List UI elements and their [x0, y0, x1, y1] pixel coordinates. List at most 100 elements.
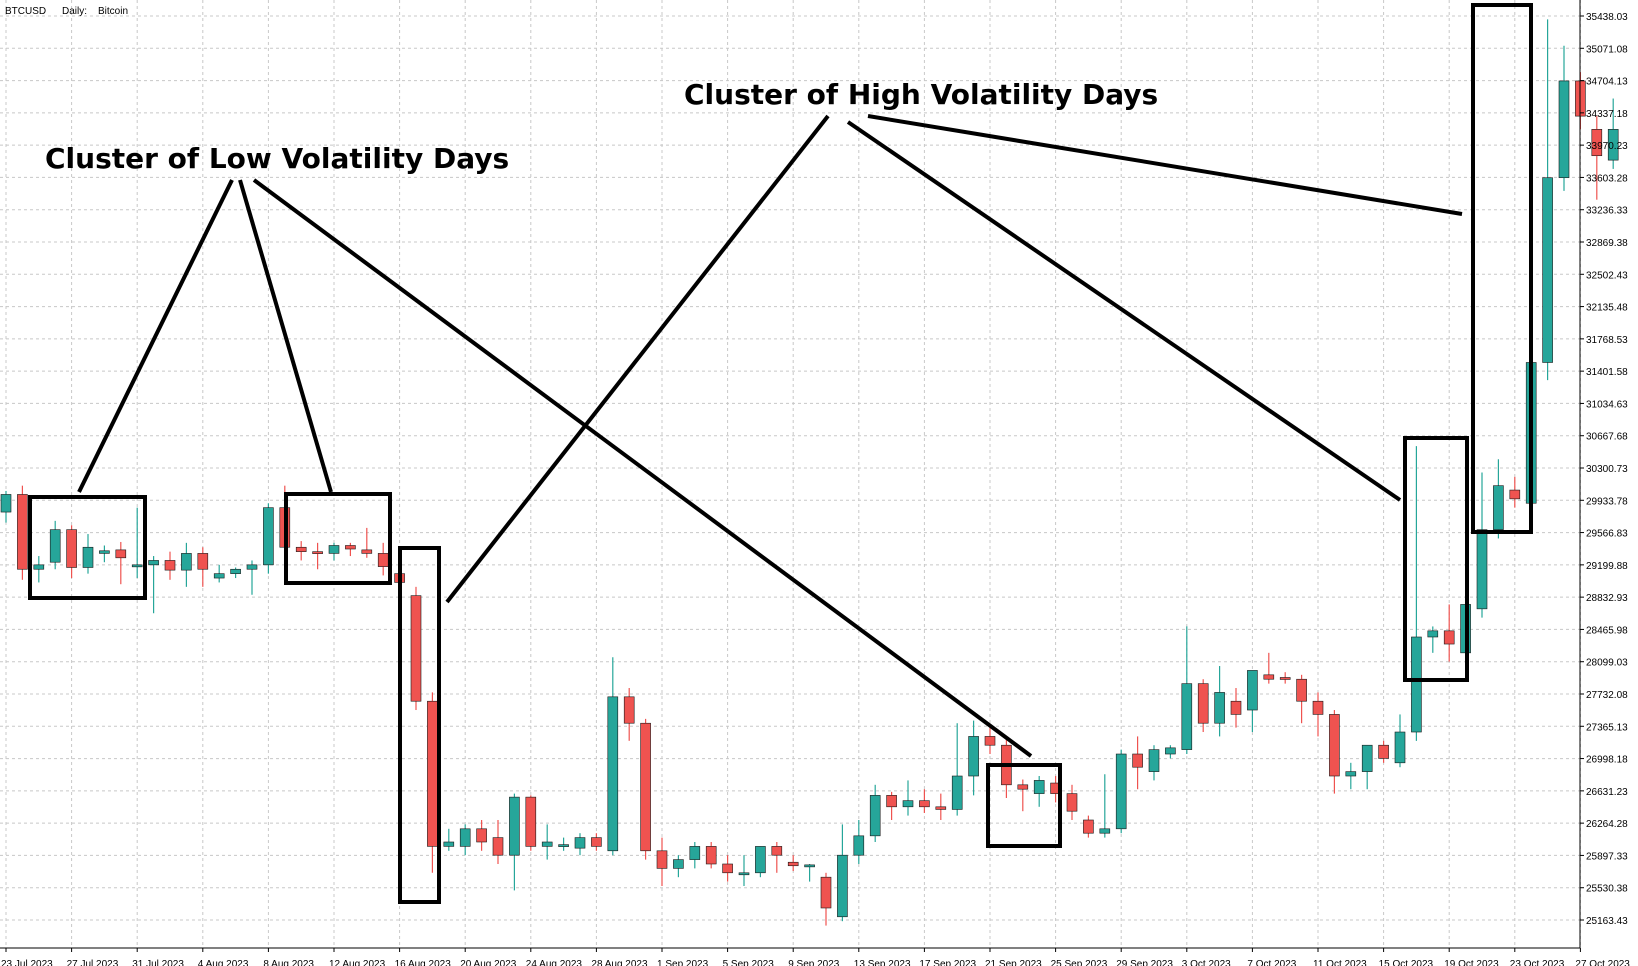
candle-bearish	[640, 718, 651, 860]
candle-bearish	[361, 527, 373, 558]
candle-bullish	[1165, 745, 1176, 759]
candle-bearish	[705, 841, 717, 869]
x-tick-label: 27 Jul 2023	[67, 959, 119, 966]
y-tick-label: 30667.68	[1586, 432, 1628, 443]
y-tick-label: 27365.13	[1586, 722, 1628, 733]
candle-body	[181, 553, 192, 571]
candle-bullish	[1099, 774, 1111, 838]
pointer-high-1	[445, 114, 830, 604]
candle-body	[722, 863, 733, 874]
candle-body	[328, 545, 340, 554]
candle-bearish	[1066, 784, 1078, 821]
candle-bearish	[1509, 476, 1521, 508]
candle-bearish	[312, 542, 323, 570]
candle-body	[1558, 80, 1570, 179]
candle-body	[1214, 692, 1225, 724]
y-tick-label: 27732.08	[1586, 690, 1628, 701]
candle-bearish	[197, 547, 209, 587]
y-tick-label: 35071.08	[1586, 44, 1628, 55]
x-tick-label: 28 Aug 2023	[591, 959, 648, 966]
candle-bearish	[623, 688, 635, 741]
candle-bullish	[689, 841, 701, 869]
candle-bearish	[787, 855, 799, 872]
x-tick-label: 23 Oct 2023	[1510, 959, 1565, 966]
candle-body	[1066, 793, 1078, 812]
candle-bullish	[1345, 762, 1357, 790]
candle-body	[164, 560, 176, 571]
high-volatility-label: Cluster of High Volatility Days	[684, 78, 1158, 111]
y-tick-label: 30300.73	[1586, 464, 1628, 475]
pointer-low-3	[252, 178, 1033, 758]
candle-body	[33, 564, 45, 570]
y-tick-label: 29566.83	[1586, 529, 1628, 540]
low-volatility-box-2	[284, 492, 392, 585]
candle-body	[968, 736, 979, 777]
candle-body	[1017, 784, 1029, 790]
candle-body	[246, 564, 258, 570]
candle-bullish	[1033, 776, 1045, 807]
candle-bearish	[525, 795, 537, 851]
candle-body	[951, 775, 963, 810]
candle-body	[1132, 753, 1143, 768]
candle-bearish	[1083, 815, 1094, 838]
candle-body	[1099, 828, 1111, 834]
y-tick-label: 28465.98	[1586, 625, 1628, 636]
candle-bearish	[1312, 692, 1324, 737]
candle-body	[738, 872, 750, 876]
candle-body	[656, 850, 668, 869]
candle-body	[1509, 489, 1521, 500]
candle-body	[345, 545, 356, 550]
x-tick-label: 23 Jul 2023	[1, 959, 53, 966]
candle-body	[1033, 780, 1045, 794]
candle-bearish	[1132, 736, 1143, 790]
candle-bearish	[1017, 779, 1029, 812]
candle-bullish	[1542, 19, 1553, 381]
candle-bearish	[17, 485, 28, 580]
candle-body	[902, 800, 914, 808]
candle-bullish	[148, 556, 159, 614]
candle-bearish	[1378, 740, 1389, 763]
x-tick-label: 21 Sep 2023	[985, 959, 1042, 966]
candle-bearish	[1230, 688, 1242, 728]
x-tick-label: 24 Aug 2023	[526, 959, 583, 966]
grid	[0, 0, 1581, 948]
candle-body	[869, 795, 881, 837]
candle-bearish	[722, 855, 733, 882]
candle-bearish	[410, 586, 422, 711]
candle-bearish	[1591, 116, 1603, 200]
candle-bearish	[1329, 710, 1340, 794]
x-tick-label: 17 Sep 2023	[919, 959, 976, 966]
candle-bearish	[1296, 674, 1307, 724]
candle-bullish	[1181, 626, 1193, 755]
x-tick-label: 13 Sep 2023	[854, 959, 911, 966]
y-tick-label: 33970.23	[1586, 141, 1628, 152]
candle-bullish	[509, 793, 520, 891]
x-axis: 23 Jul 2023 27 Jul 2023 31 Jul 2023 4 Aug 2…	[0, 947, 1630, 966]
candle-bullish	[673, 855, 684, 878]
candle-bullish	[541, 824, 553, 860]
candle-body	[1394, 731, 1406, 764]
candle-bullish	[0, 490, 12, 523]
low-volatility-box-1	[28, 495, 147, 600]
candle-body	[1427, 630, 1439, 638]
candle-body	[509, 796, 520, 856]
candle-body	[705, 846, 717, 865]
candle-bullish	[853, 820, 865, 864]
candle-bullish	[82, 534, 94, 574]
candle-bearish	[476, 820, 487, 851]
y-tick-label: 25163.43	[1586, 916, 1628, 927]
candle-bullish	[181, 542, 192, 587]
x-tick-label: 19 Oct 2023	[1444, 959, 1499, 966]
candle-bearish	[820, 872, 832, 926]
candle-body	[1263, 674, 1275, 680]
candle-body	[99, 550, 110, 554]
candle-body	[476, 828, 487, 843]
y-tick-label: 32502.43	[1586, 270, 1628, 281]
candle-body	[558, 844, 569, 847]
candle-bearish	[591, 833, 602, 851]
candle-bullish	[1148, 745, 1160, 781]
candle-bullish	[574, 833, 586, 856]
y-tick-label: 26264.28	[1586, 819, 1628, 830]
annotation-layer: Cluster of Low Volatility Days Cluster o…	[28, 3, 1533, 904]
candle-body	[1378, 744, 1389, 759]
